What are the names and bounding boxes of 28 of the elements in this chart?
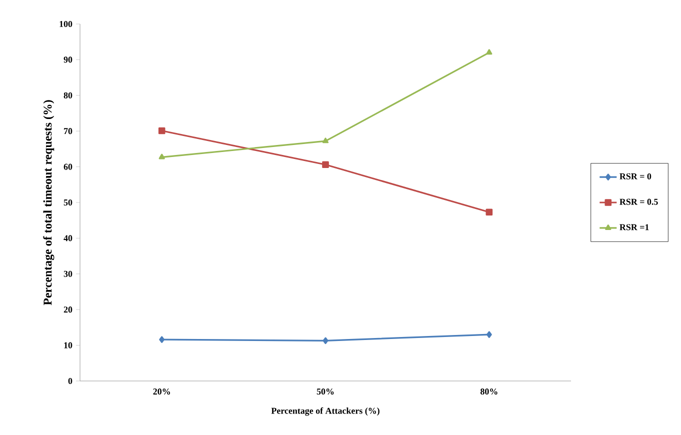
- point: [322, 138, 329, 144]
- legend-label: RSR = 0: [620, 173, 652, 180]
- y-tick-label: 90: [64, 56, 72, 63]
- y-tick-label: 10: [64, 342, 72, 348]
- point: [486, 49, 492, 55]
- x-tick-label: 20%: [153, 388, 170, 395]
- point: [322, 337, 328, 344]
- y-tick-label: 40: [64, 235, 72, 242]
- point: [158, 154, 165, 160]
- x-axis-title: Percentage of Attackers (%): [271, 407, 380, 416]
- y-tick-label: 0: [68, 378, 72, 384]
- x-tick-label: 80%: [480, 388, 498, 395]
- legend-label: RSR =1: [620, 224, 649, 230]
- legend-label: RSR = 0.5: [620, 198, 658, 205]
- y-axis-title: Percentage of total timeout requests (%): [43, 100, 54, 306]
- point: [158, 127, 166, 134]
- point: [486, 208, 493, 216]
- point: [159, 336, 165, 343]
- y-tick-label: 20: [64, 306, 72, 313]
- x-tick-label: 50%: [316, 388, 334, 395]
- y-tick-label: 60: [64, 164, 72, 170]
- y-tick-label: 100: [60, 20, 72, 28]
- y-tick-label: 80: [64, 92, 72, 98]
- point: [486, 331, 492, 338]
- y-tick-label: 50: [64, 199, 72, 206]
- y-tick-label: 70: [64, 128, 72, 134]
- y-tick-label: 30: [64, 270, 72, 277]
- point: [322, 161, 329, 168]
